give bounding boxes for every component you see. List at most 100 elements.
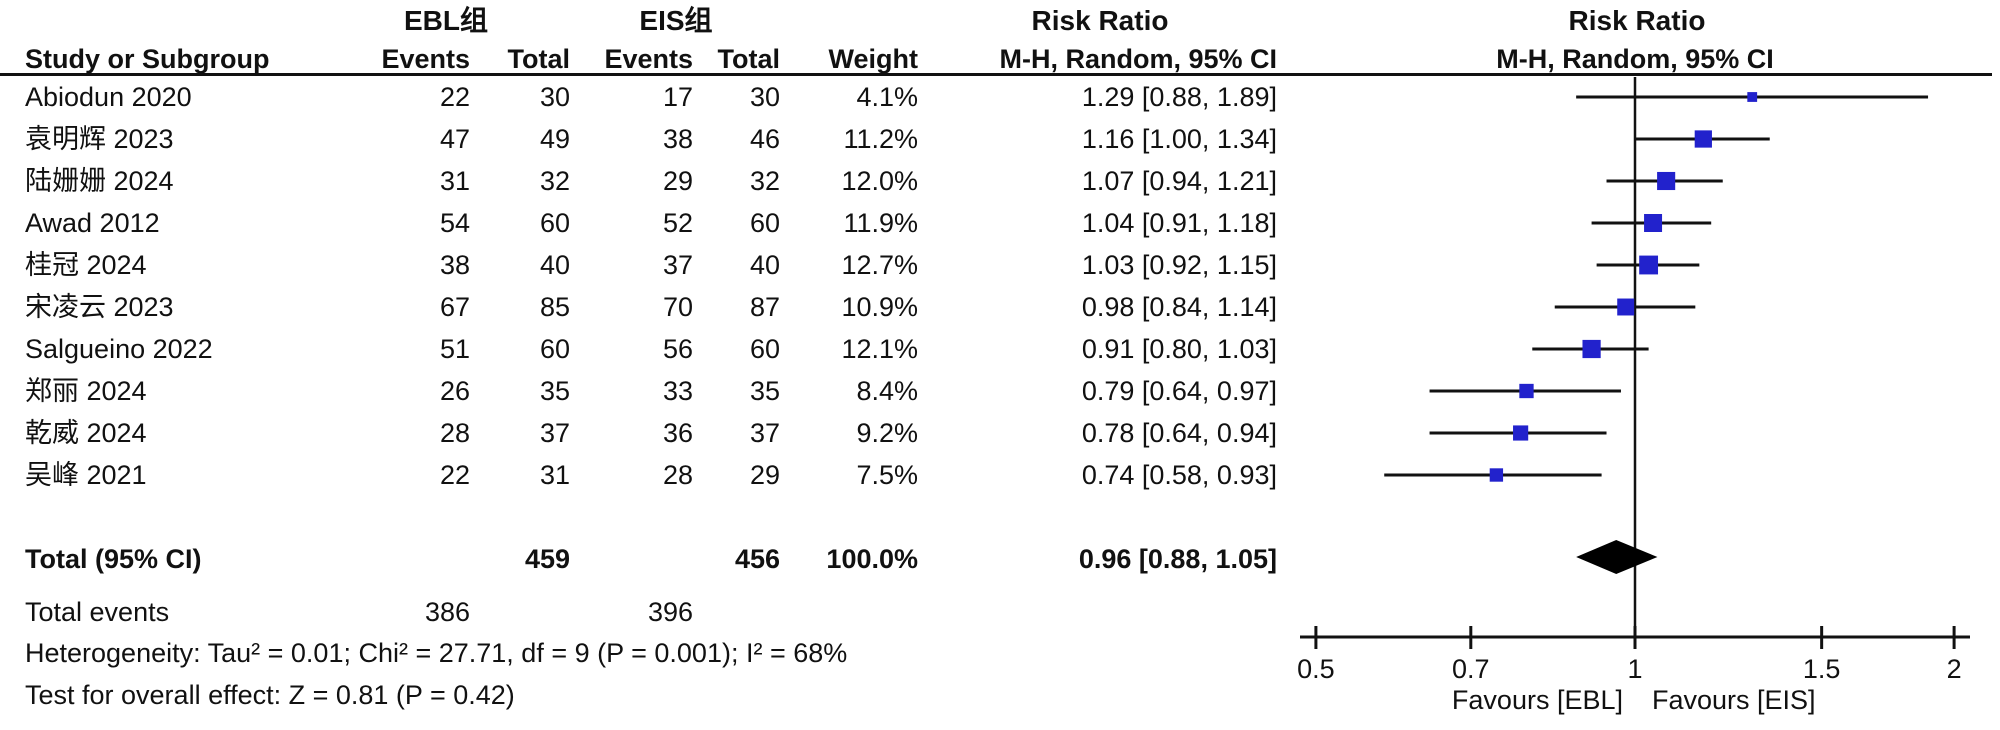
study-row: 乾威 2024 28 37 36 37 9.2% 0.78 [0.64, 0.94]	[0, 419, 2000, 447]
risk-ratio-ci-text: 1.07 [0.94, 1.21]	[1081, 166, 1277, 196]
eis-total: 29	[749, 460, 780, 490]
risk-ratio-ci-text: 0.78 [0.64, 0.94]	[1081, 418, 1277, 448]
weight-value: 9.2%	[856, 418, 918, 448]
column-header-eis-total: Total	[717, 44, 781, 74]
ebl-events: 26	[439, 376, 470, 406]
eis-events: 29	[662, 166, 693, 196]
total-ci-text: 0.96 [0.88, 1.05]	[1078, 544, 1277, 574]
ebl-total: 40	[539, 250, 570, 280]
column-header-eis-events: Events	[604, 44, 693, 74]
risk-ratio-ci-text: 1.16 [1.00, 1.34]	[1081, 124, 1277, 154]
risk-ratio-header-left: Risk Ratio	[1031, 5, 1169, 36]
ebl-events: 67	[439, 292, 470, 322]
eis-total: 60	[749, 334, 780, 364]
risk-ratio-ci-text: 0.79 [0.64, 0.97]	[1081, 376, 1277, 406]
study-name: 陆姗姗 2024	[25, 166, 174, 196]
eis-events: 37	[662, 250, 693, 280]
group-header-eis: EIS组	[639, 5, 713, 36]
total-label: Total (95% CI)	[25, 544, 202, 574]
risk-ratio-ci-text: 1.29 [0.88, 1.89]	[1081, 82, 1277, 112]
ebl-total: 32	[539, 166, 570, 196]
ebl-total: 49	[539, 124, 570, 154]
ebl-events: 28	[439, 418, 470, 448]
column-header-ebl-total: Total	[507, 44, 571, 74]
total-eis: 456	[734, 544, 780, 574]
weight-value: 11.2%	[843, 124, 918, 154]
eis-events: 33	[662, 376, 693, 406]
study-name: 郑丽 2024	[25, 376, 147, 406]
overall-effect-row: Test for overall effect: Z = 0.81 (P = 0…	[0, 681, 2000, 709]
risk-ratio-ci-text: 1.04 [0.91, 1.18]	[1081, 208, 1277, 238]
eis-events: 28	[662, 460, 693, 490]
total-weight: 100.0%	[826, 544, 918, 574]
favours-left-label: Favours [EBL]	[1451, 685, 1623, 715]
column-header-study: Study or Subgroup	[25, 44, 270, 74]
study-row: 宋凌云 2023 67 85 70 87 10.9% 0.98 [0.84, 1.14]	[0, 293, 2000, 321]
weight-value: 12.7%	[841, 250, 918, 280]
column-header-ebl-events: Events	[381, 44, 470, 74]
eis-total: 46	[749, 124, 780, 154]
ebl-events: 22	[439, 82, 470, 112]
column-header-weight: Weight	[828, 44, 919, 74]
risk-ratio-ci-text: 0.74 [0.58, 0.93]	[1081, 460, 1277, 490]
eis-total: 37	[749, 418, 780, 448]
overall-effect-text: Test for overall effect: Z = 0.81 (P = 0…	[25, 680, 515, 710]
total-row: Total (95% CI) 459 456 100.0% 0.96 [0.88…	[0, 545, 2000, 573]
weight-value: 7.5%	[856, 460, 918, 490]
study-name: 吴峰 2021	[25, 460, 147, 490]
eis-events: 36	[662, 418, 693, 448]
study-name: Awad 2012	[25, 208, 160, 238]
eis-total: 30	[749, 82, 780, 112]
study-row: 陆姗姗 2024 31 32 29 32 12.0% 1.07 [0.94, 1.21]	[0, 167, 2000, 195]
study-name: Abiodun 2020	[25, 82, 192, 112]
ebl-total: 30	[539, 82, 570, 112]
study-row: Awad 2012 54 60 52 60 11.9% 1.04 [0.91, 1.18]	[0, 209, 2000, 237]
eis-events: 56	[662, 334, 693, 364]
study-row: Abiodun 2020 22 30 17 30 4.1% 1.29 [0.88, 1.89…	[0, 83, 2000, 111]
header-underline	[0, 73, 1992, 76]
ebl-events: 31	[439, 166, 470, 196]
study-row: 吴峰 2021 22 31 28 29 7.5% 0.74 [0.58, 0.93]	[0, 461, 2000, 489]
ebl-total: 31	[539, 460, 570, 490]
weight-value: 11.9%	[843, 208, 918, 238]
study-row: Salgueino 2022 51 60 56 60 12.1% 0.91 [0.80, 1…	[0, 335, 2000, 363]
weight-value: 4.1%	[856, 82, 918, 112]
ebl-events: 38	[439, 250, 470, 280]
column-header-method-ci-plot: M-H, Random, 95% CI	[1496, 44, 1774, 74]
ebl-total: 85	[539, 292, 570, 322]
total-events-label: Total events	[25, 597, 170, 627]
eis-total: 60	[749, 208, 780, 238]
total-events-eis: 396	[647, 597, 693, 627]
total-ebl: 459	[524, 544, 570, 574]
eis-events: 52	[662, 208, 693, 238]
eis-total: 32	[749, 166, 780, 196]
ebl-events: 54	[439, 208, 470, 238]
eis-events: 38	[662, 124, 693, 154]
study-name: 宋凌云 2023	[25, 292, 174, 322]
study-name: 桂冠 2024	[25, 250, 147, 280]
risk-ratio-header-right: Risk Ratio	[1568, 5, 1706, 36]
favours-right-label: Favours [EIS]	[1652, 685, 1816, 715]
ebl-events: 47	[439, 124, 470, 154]
eis-events: 70	[662, 292, 693, 322]
total-events-ebl: 386	[424, 597, 470, 627]
eis-events: 17	[662, 82, 693, 112]
study-name: Salgueino 2022	[25, 334, 213, 364]
column-header-method-ci: M-H, Random, 95% CI	[999, 44, 1277, 74]
study-name: 袁明辉 2023	[25, 124, 174, 154]
weight-value: 12.1%	[841, 334, 918, 364]
risk-ratio-ci-text: 0.91 [0.80, 1.03]	[1081, 334, 1277, 364]
ebl-events: 51	[439, 334, 470, 364]
risk-ratio-ci-text: 0.98 [0.84, 1.14]	[1081, 292, 1277, 322]
total-events-row: Total events 386 396	[0, 598, 2000, 626]
ebl-events: 22	[439, 460, 470, 490]
study-row: 郑丽 2024 26 35 33 35 8.4% 0.79 [0.64, 0.97]	[0, 377, 2000, 405]
eis-total: 40	[749, 250, 780, 280]
ebl-total: 60	[539, 334, 570, 364]
ebl-total: 37	[539, 418, 570, 448]
weight-value: 10.9%	[841, 292, 918, 322]
weight-value: 12.0%	[841, 166, 918, 196]
ebl-total: 60	[539, 208, 570, 238]
eis-total: 87	[749, 292, 780, 322]
